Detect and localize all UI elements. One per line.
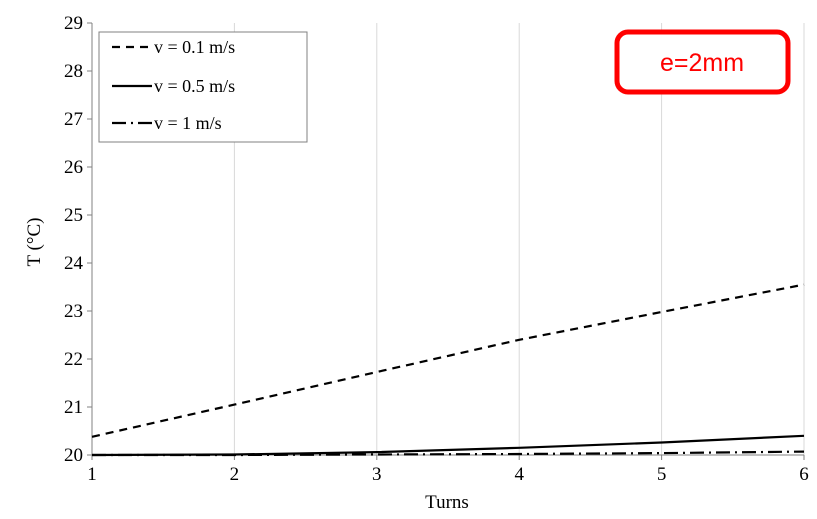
x-tick-label-0: 1 [87,464,97,485]
x-tick-label-2: 3 [372,464,382,485]
annotation-frame [614,29,791,95]
x-tick-label-5: 6 [799,464,809,485]
y-axis-title: T (°C) [24,218,45,267]
legend-label-2: v = 1 m/s [154,113,222,133]
series-line-0 [91,283,805,438]
y-tick-label-5: 25 [64,205,83,226]
y-tick-label-8: 28 [64,61,83,82]
legend-label-1: v = 0.5 m/s [154,76,235,96]
x-tick-label-3: 4 [514,464,524,485]
legend-label-0: v = 0.1 m/s [154,37,235,57]
annotation-label: e=2mm [660,49,744,77]
annotation-box: e=2mm [614,29,791,95]
series-lines [91,283,805,457]
y-tick-label-6: 26 [64,157,83,178]
y-tick-label-3: 23 [64,301,83,322]
x-tick-label-1: 2 [230,464,240,485]
legend: v = 0.1 m/s v = 0.5 m/s v = 1 m/s [98,31,308,143]
series-line-2 [92,450,805,457]
y-tick-label-9: 29 [64,13,83,34]
x-tick-label-4: 5 [657,464,667,485]
grid-lines [233,23,805,455]
y-tick-label-4: 24 [64,253,84,274]
x-axis-title: Turns [425,492,469,513]
y-tick-label-7: 27 [64,109,83,130]
y-tick-label-2: 22 [64,349,83,370]
y-tick-label-1: 21 [64,397,83,418]
series-line-1 [91,434,805,457]
y-tick-label-0: 20 [64,445,83,466]
